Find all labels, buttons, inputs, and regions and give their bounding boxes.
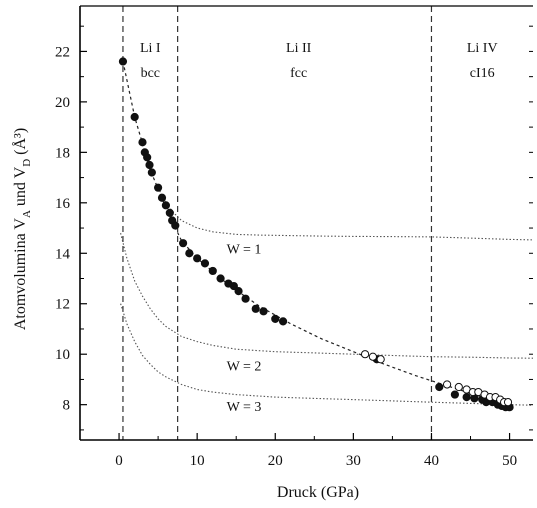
data-point-open — [503, 398, 513, 407]
x-tick-label: 10 — [190, 453, 205, 469]
data-point-filled — [200, 259, 210, 268]
x-tick-label: 50 — [502, 453, 517, 469]
model-curve-label: W = 3 — [227, 400, 262, 415]
model-curve-w2 — [120, 232, 534, 359]
data-point-filled — [229, 281, 238, 291]
data-point-filled — [145, 160, 154, 170]
plot-frame — [79, 5, 533, 441]
data-point-filled — [143, 153, 152, 162]
y-axis-title: Atomvolumina VA und VD (Å³) — [11, 128, 33, 330]
x-tick-label: 30 — [346, 453, 361, 469]
y-tick-label: 20 — [55, 95, 70, 111]
y-tick-label: 18 — [55, 145, 70, 161]
axis-ticks: 0 10 20 30 40 50 8 10 12 14 16 18 20 22 — [55, 25, 533, 469]
data-point-filled — [154, 183, 163, 192]
x-tick-label: 40 — [424, 453, 439, 469]
data-point-filled — [450, 390, 459, 399]
data-point-filled — [147, 168, 156, 177]
y-tick-label: 8 — [63, 398, 71, 414]
data-point-filled — [462, 393, 471, 402]
data-point-open — [442, 380, 452, 389]
data-point-open — [368, 352, 377, 361]
model-curve-label: W = 2 — [227, 360, 262, 375]
data-point-filled — [161, 201, 171, 210]
data-point-filled — [234, 287, 243, 296]
model-curves — [120, 187, 534, 406]
data-point-filled — [165, 208, 174, 218]
data-point-open — [454, 382, 463, 392]
y-axis-title-part: Atomvolumina V — [12, 218, 29, 331]
data-point-open — [360, 350, 370, 359]
y-axis-title-part: D — [21, 159, 33, 167]
data-point-filled — [118, 57, 128, 66]
data-point-filled — [178, 239, 188, 248]
data-point-filled — [130, 112, 139, 122]
x-tick-label: 0 — [115, 453, 123, 469]
data-point-filled — [251, 304, 260, 313]
y-axis-title-part: A — [21, 210, 33, 218]
model-curve-w1 — [157, 187, 534, 241]
data-point-filled — [278, 317, 288, 326]
y-tick-label: 10 — [55, 347, 70, 363]
data-point-filled — [171, 221, 180, 230]
y-axis-title-part: und V — [12, 166, 29, 210]
data-point-filled — [241, 294, 250, 303]
y-tick-label: 12 — [55, 297, 70, 313]
y-tick-label: 16 — [55, 196, 71, 212]
x-tick-label: 20 — [268, 453, 283, 469]
chart-labels: Li I bcc Li II fcc Li IV cI16 W = 1 W = 2 W = 3 — [140, 41, 498, 415]
y-tick-label: 14 — [55, 246, 71, 262]
data-point-filled — [435, 382, 444, 392]
model-curve-label: W = 1 — [227, 242, 262, 257]
data-point-filled — [259, 307, 268, 316]
phase-boundaries — [122, 6, 433, 440]
data-point-filled — [157, 193, 167, 202]
phase-structure-label: bcc — [141, 66, 160, 81]
phase-structure-label: fcc — [290, 66, 307, 81]
model-curve-w3 — [120, 303, 534, 406]
phase-name-label: Li II — [286, 41, 312, 56]
data-points — [118, 57, 514, 412]
data-point-filled — [271, 314, 280, 323]
phase-name-label: Li I — [140, 41, 161, 56]
phase-structure-label: cI16 — [470, 66, 495, 81]
phase-name-label: Li IV — [467, 41, 498, 56]
data-point-filled — [193, 254, 202, 263]
data-point-filled — [216, 274, 225, 283]
y-tick-label: 22 — [55, 44, 70, 60]
data-point-filled — [138, 138, 147, 147]
x-axis-title: Druck (GPa) — [277, 484, 359, 501]
y-axis-title-part: (Å³) — [11, 128, 29, 159]
data-point-filled — [208, 266, 217, 276]
data-point-filled — [185, 249, 194, 258]
data-point-open — [376, 355, 385, 364]
